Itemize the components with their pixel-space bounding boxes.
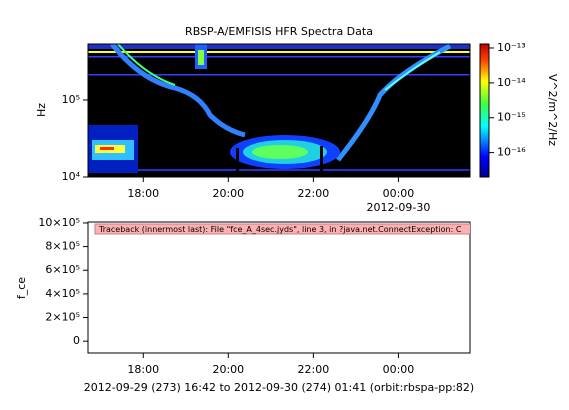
x-axis-label: 2012-09-29 (273) 16:42 to 2012-09-30 (27… — [84, 381, 474, 394]
top-frame — [87, 43, 471, 178]
x-date-label: 2012-09-30 — [366, 201, 430, 214]
y-tick-label: 10⁵ — [62, 93, 80, 106]
chart-title: RBSP-A/EMFISIS HFR Spectra Data — [185, 25, 373, 38]
y-tick-label: 10×10⁵ — [38, 216, 80, 229]
colorbar-tick-label: 10⁻¹⁶ — [497, 146, 526, 159]
x-tick-label: 00:00 — [383, 187, 415, 200]
x-tick-label: 00:00 — [383, 363, 415, 376]
y-tick-label: 4×10⁵ — [45, 287, 80, 300]
x-tick-label: 22:00 — [298, 363, 330, 376]
colorbar-frame — [479, 43, 490, 178]
y-axis-label: Hz — [35, 103, 48, 117]
x-tick-label: 20:00 — [212, 363, 244, 376]
x-tick-label: 18:00 — [127, 363, 159, 376]
x-tick-label: 22:00 — [298, 187, 330, 200]
colorbar-tick-label: 10⁻¹³ — [497, 41, 526, 54]
y-tick-label: 10⁴ — [62, 170, 81, 183]
y-tick-label: 8×10⁵ — [45, 240, 80, 253]
colorbar-tick-label: 10⁻¹⁴ — [497, 76, 526, 89]
error-box — [94, 223, 470, 235]
y-tick-label: 6×10⁵ — [45, 263, 80, 276]
bottom-frame — [87, 221, 471, 354]
colorbar-tick-label: 10⁻¹⁵ — [497, 111, 526, 124]
y-axis-label: f_ce — [15, 277, 28, 299]
x-tick-label: 18:00 — [127, 187, 159, 200]
colorbar-label: V^2/m^2/Hz — [546, 74, 559, 146]
y-tick-label: 0 — [73, 334, 80, 347]
colorbar — [480, 44, 489, 177]
error-message: Traceback (innermost last): File "fce_A_… — [98, 225, 462, 234]
spectrogram-image — [88, 44, 470, 177]
x-tick-label: 20:00 — [212, 187, 244, 200]
y-tick-label: 2×10⁵ — [45, 311, 80, 324]
